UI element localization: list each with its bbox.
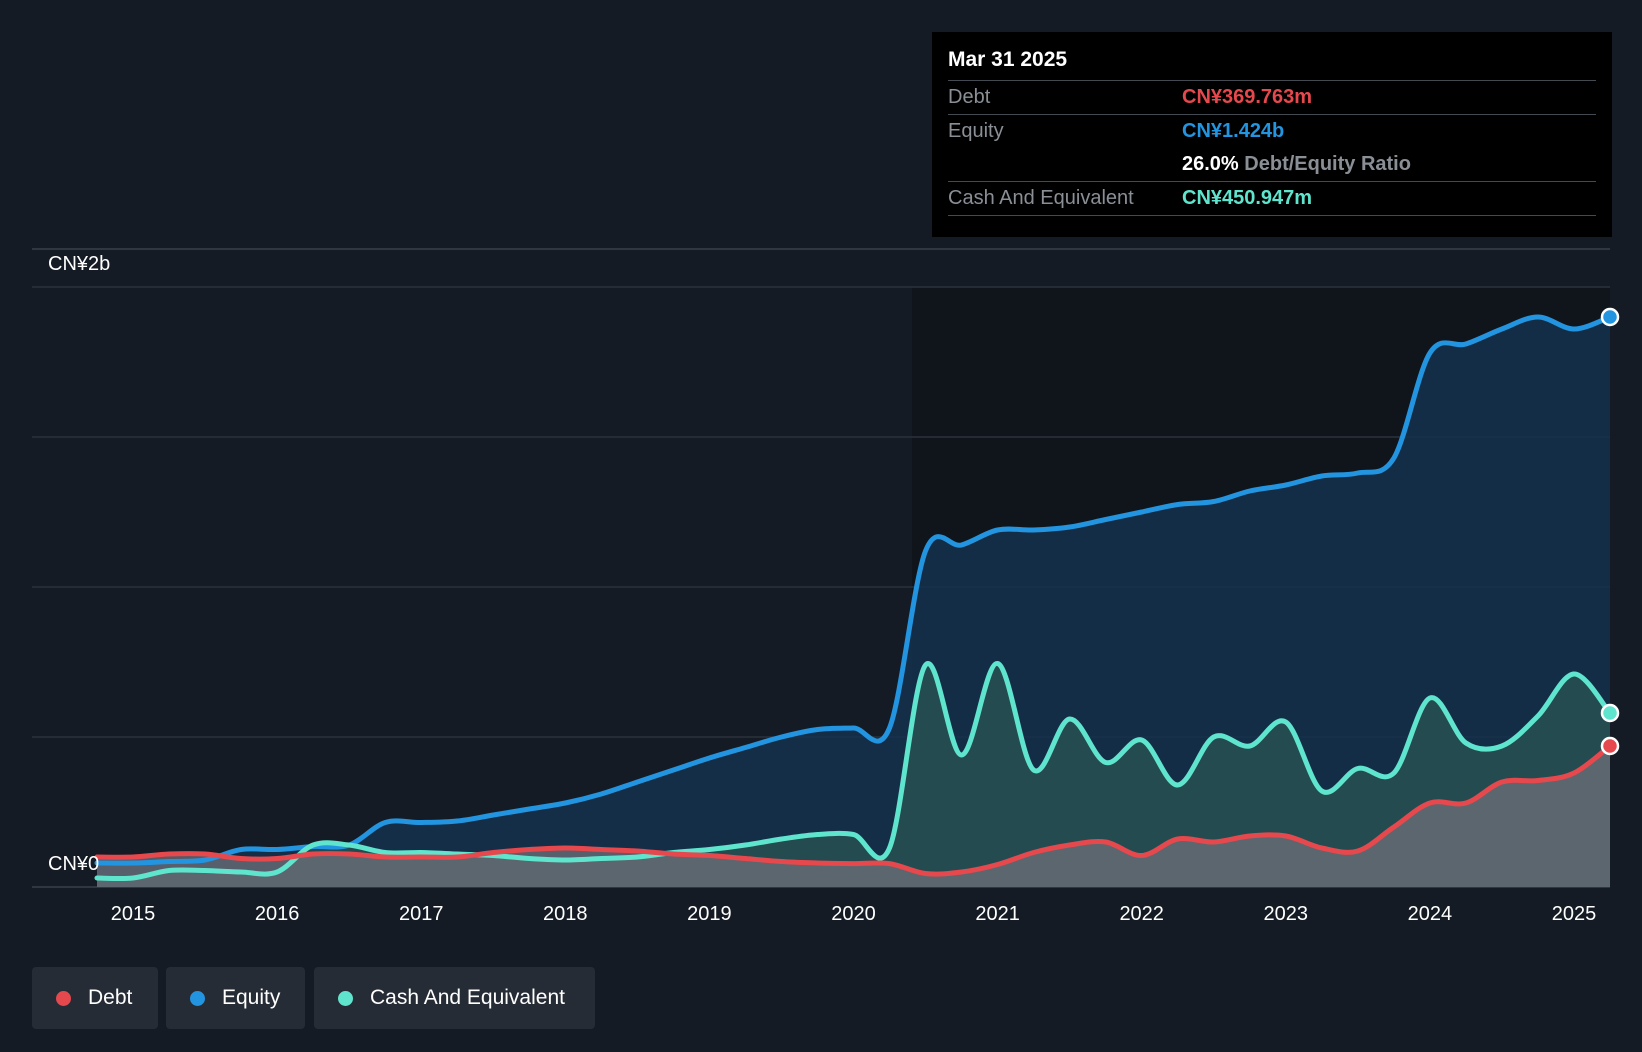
tooltip-cash-value: CN¥450.947m [1182, 187, 1313, 209]
x-tick-label: 2017 [399, 903, 444, 925]
x-tick-label: 2018 [543, 903, 588, 925]
area-debt [97, 746, 1610, 887]
x-tick-label: 2022 [1119, 903, 1164, 925]
legend-item-equity[interactable]: Equity [166, 967, 305, 1029]
tooltip-debt-label: Debt [948, 86, 991, 108]
tooltip-row-debt: Debt CN¥369.763m [948, 81, 1596, 115]
area-cash [97, 663, 1610, 887]
y-axis-top-label: CN¥2b [48, 253, 110, 275]
tooltip-row-cash: Cash And Equivalent CN¥450.947m [948, 182, 1596, 216]
x-tick-label: 2023 [1264, 903, 1309, 925]
cash-dot-icon [338, 991, 353, 1006]
series-areas [97, 317, 1610, 887]
legend-label-debt: Debt [88, 986, 133, 1009]
tooltip-equity-value: CN¥1.424b [1182, 120, 1285, 142]
x-tick-label: 2021 [975, 903, 1020, 925]
legend-item-cash[interactable]: Cash And Equivalent [314, 967, 595, 1029]
end-point-debt [1600, 736, 1620, 756]
line-cash [94, 660, 1613, 882]
x-tick-label: 2016 [255, 903, 300, 925]
end-point-equity [1600, 307, 1620, 327]
x-tick-label: 2019 [687, 903, 732, 925]
x-tick-label: 2025 [1552, 903, 1597, 925]
x-tick-label: 2020 [831, 903, 876, 925]
x-tick-label: 2015 [111, 903, 156, 925]
y-axis-bottom-label: CN¥0 [48, 853, 99, 875]
legend-item-debt[interactable]: Debt [32, 967, 158, 1029]
line-debt [94, 743, 1613, 877]
tooltip-date: Mar 31 2025 [948, 46, 1596, 81]
hover-tooltip: Mar 31 2025 Debt CN¥369.763m Equity CN¥1… [932, 32, 1612, 237]
end-point-cash [1600, 703, 1620, 723]
tooltip-ratio: 26.0% Debt/Equity Ratio [1182, 148, 1411, 181]
series-lines [94, 314, 1613, 882]
x-axis-ticks: 2015 2016 2017 2018 2019 2020 2021 2022 2023 2024… [111, 903, 1596, 925]
tooltip-equity-label: Equity [948, 120, 1004, 142]
tooltip-ratio-value: 26.0% [1182, 153, 1239, 175]
series-end-markers [1600, 307, 1620, 756]
tooltip-ratio-label: Debt/Equity Ratio [1244, 153, 1411, 175]
legend-label-equity: Equity [222, 986, 281, 1009]
tooltip-row-equity: Equity CN¥1.424b [948, 115, 1596, 148]
x-tick-label: 2024 [1408, 903, 1453, 925]
tooltip-cash-label: Cash And Equivalent [948, 187, 1134, 209]
tooltip-debt-value: CN¥369.763m [1182, 86, 1313, 108]
debt-dot-icon [56, 991, 71, 1006]
legend-label-cash: Cash And Equivalent [370, 986, 565, 1009]
equity-dot-icon [190, 991, 205, 1006]
tooltip-row-ratio: 26.0% Debt/Equity Ratio [948, 148, 1596, 182]
